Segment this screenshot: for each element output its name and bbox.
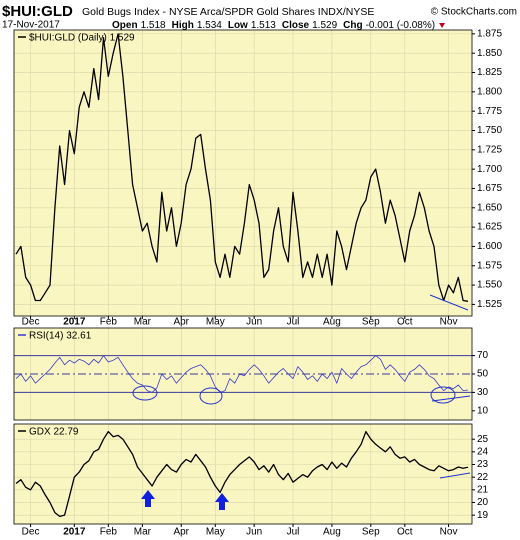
description: Gold Bugs Index - NYSE Arca/SPDR Gold Sh… — [82, 6, 374, 18]
x-tick-label: Sep — [362, 317, 380, 328]
x-tick-label: Nov — [440, 317, 458, 328]
panel-title: RSI(14) 32.61 — [29, 331, 92, 342]
y-tick-label: 1.850 — [477, 48, 502, 59]
x-tick-label: Jul — [287, 527, 300, 538]
quote-label: Chg — [343, 20, 362, 31]
quote-label: Low — [228, 20, 248, 31]
series-line — [15, 355, 469, 393]
y-tick-label: 1.700 — [477, 164, 502, 175]
symbol: $HUI:GLD — [2, 3, 73, 20]
x-tick-label: Dec — [22, 317, 40, 328]
x-tick-label: Oct — [397, 527, 413, 538]
y-tick-label: 20 — [477, 497, 489, 508]
quote-value: 1.534 — [197, 20, 222, 31]
y-tick-label: 70 — [477, 350, 489, 361]
plot-frame — [13, 327, 473, 421]
circle-annotation — [132, 385, 158, 401]
y-tick-label: 30 — [477, 387, 489, 398]
y-tick-label: 1.625 — [477, 222, 502, 233]
y-tick-label: 50 — [477, 369, 489, 380]
y-tick-label: 1.600 — [477, 241, 502, 252]
panel-title: GDX 22.79 — [29, 427, 79, 438]
y-tick-label: 1.525 — [477, 299, 502, 310]
y-tick-label: 1.550 — [477, 280, 502, 291]
circle-annotation — [430, 386, 456, 404]
trend-line — [429, 294, 469, 311]
x-tick-label: Feb — [100, 527, 118, 538]
arrow-annotation — [141, 490, 155, 507]
x-tick-label: Jun — [246, 317, 262, 328]
y-tick-label: 24 — [477, 446, 489, 457]
trend-line — [439, 472, 471, 479]
plot-frame — [13, 423, 473, 525]
x-tick-label: Jun — [246, 527, 262, 538]
x-tick-label: Feb — [100, 317, 118, 328]
y-tick-label: 21 — [477, 484, 489, 495]
trend-line — [431, 395, 471, 402]
x-tick-label: Mar — [134, 527, 152, 538]
x-tick-label: Sep — [362, 527, 380, 538]
y-tick-label: 19 — [477, 510, 489, 521]
plot-frame — [13, 29, 473, 317]
x-tick-label: May — [206, 527, 225, 538]
y-tick-label: 10 — [477, 405, 489, 416]
y-tick-label: 1.725 — [477, 144, 502, 155]
copyright: © StockCharts.com — [431, 7, 517, 18]
y-tick-label: 22 — [477, 472, 489, 483]
plot-area — [14, 30, 472, 316]
series-line — [15, 33, 469, 302]
quote-label: High — [172, 20, 194, 31]
x-tick-label: Nov — [440, 527, 458, 538]
quote-value: 1.513 — [251, 20, 276, 31]
x-tick-label: Mar — [134, 317, 152, 328]
x-tick-label: 2017 — [63, 317, 86, 328]
quote-value: 1.529 — [312, 20, 337, 31]
quote-label: Close — [282, 20, 310, 31]
quote-value: -0.001 (-0.08%) — [366, 20, 435, 31]
y-tick-label: 25 — [477, 434, 489, 445]
y-tick-label: 1.575 — [477, 260, 502, 271]
x-tick-label: Jul — [287, 317, 300, 328]
y-tick-label: 1.875 — [477, 29, 502, 40]
quote: Open 1.518 High 1.534 Low 1.513 Close 1.529 Chg -… — [112, 20, 435, 31]
panels: 1.525 1.550 1.575 1.600 1.625 1.650 1.675 1.700… — [13, 29, 502, 538]
y-tick-label: 23 — [477, 459, 489, 470]
quote-label: Open — [112, 20, 138, 31]
y-tick-label: 1.775 — [477, 106, 502, 117]
down-arrow — [439, 23, 446, 28]
plot-area — [14, 424, 472, 524]
y-tick-label: 1.675 — [477, 183, 502, 194]
x-tick-label: Apr — [173, 317, 189, 328]
circle-annotation — [199, 387, 223, 405]
x-tick-label: Oct — [397, 317, 413, 328]
x-tick-label: 2017 — [63, 527, 86, 538]
x-tick-label: Aug — [323, 527, 341, 538]
series-line — [15, 430, 469, 518]
x-tick-label: May — [206, 317, 225, 328]
y-tick-label: 1.750 — [477, 125, 502, 136]
panel-title: $HUI:GLD (Daily) 1.529 — [29, 33, 135, 44]
arrow-annotation — [215, 493, 229, 510]
y-tick-label: 1.800 — [477, 86, 502, 97]
date: 17-Nov-2017 — [2, 20, 60, 31]
y-tick-label: 1.650 — [477, 202, 502, 213]
x-tick-label: Aug — [323, 317, 341, 328]
x-tick-label: Dec — [22, 527, 40, 538]
quote-value: 1.518 — [141, 20, 166, 31]
x-tick-label: Apr — [173, 527, 189, 538]
y-tick-label: 1.825 — [477, 67, 502, 78]
